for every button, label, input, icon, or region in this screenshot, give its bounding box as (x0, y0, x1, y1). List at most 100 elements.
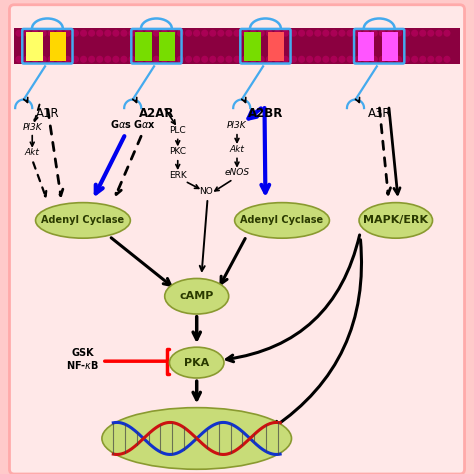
Circle shape (315, 56, 320, 62)
Bar (244, 32, 261, 61)
Circle shape (40, 56, 46, 62)
Circle shape (56, 30, 62, 36)
Circle shape (129, 30, 135, 36)
Circle shape (81, 30, 86, 36)
Circle shape (420, 30, 426, 36)
Text: cAMP: cAMP (180, 291, 214, 301)
Circle shape (250, 56, 256, 62)
Bar (268, 32, 284, 61)
Text: Akt: Akt (229, 145, 245, 154)
Circle shape (113, 30, 118, 36)
Circle shape (226, 30, 232, 36)
Text: Adenyl Cyclase: Adenyl Cyclase (41, 215, 125, 226)
Circle shape (258, 56, 264, 62)
Circle shape (186, 56, 191, 62)
Circle shape (162, 56, 167, 62)
Circle shape (32, 56, 38, 62)
Circle shape (444, 30, 450, 36)
Circle shape (242, 30, 248, 36)
Text: PKA: PKA (184, 357, 210, 368)
Text: A2BR: A2BR (248, 107, 283, 120)
Circle shape (283, 30, 288, 36)
Circle shape (428, 56, 434, 62)
Circle shape (121, 56, 127, 62)
Circle shape (186, 30, 191, 36)
Circle shape (194, 30, 200, 36)
Circle shape (154, 56, 159, 62)
Text: A1R: A1R (36, 107, 59, 120)
Circle shape (202, 30, 208, 36)
Circle shape (210, 56, 216, 62)
Circle shape (323, 30, 328, 36)
Circle shape (56, 56, 62, 62)
Circle shape (323, 56, 328, 62)
Text: GSK: GSK (72, 347, 94, 357)
Circle shape (428, 30, 434, 36)
Circle shape (40, 30, 46, 36)
Circle shape (436, 30, 442, 36)
Circle shape (48, 56, 54, 62)
Circle shape (412, 56, 418, 62)
Circle shape (218, 30, 224, 36)
Circle shape (73, 30, 78, 36)
Text: Adenyl Cyclase: Adenyl Cyclase (240, 215, 324, 226)
Text: ERK: ERK (169, 171, 187, 180)
Circle shape (388, 56, 393, 62)
Ellipse shape (36, 203, 130, 238)
Circle shape (274, 30, 280, 36)
Circle shape (210, 30, 216, 36)
Circle shape (73, 56, 78, 62)
Bar (358, 32, 374, 61)
Circle shape (81, 56, 86, 62)
Circle shape (24, 30, 30, 36)
Text: eNOS: eNOS (224, 168, 250, 177)
Circle shape (48, 30, 54, 36)
Circle shape (234, 30, 240, 36)
Circle shape (170, 56, 175, 62)
Circle shape (380, 56, 385, 62)
Circle shape (226, 56, 232, 62)
Circle shape (420, 56, 426, 62)
Text: MAPK/ERK: MAPK/ERK (363, 215, 428, 226)
Circle shape (250, 30, 256, 36)
Bar (135, 32, 152, 61)
Bar (159, 32, 175, 61)
Circle shape (412, 30, 418, 36)
Circle shape (388, 30, 393, 36)
Circle shape (170, 30, 175, 36)
Circle shape (315, 30, 320, 36)
Circle shape (97, 56, 102, 62)
Circle shape (89, 56, 94, 62)
Circle shape (137, 56, 143, 62)
Ellipse shape (235, 203, 329, 238)
Circle shape (307, 56, 312, 62)
Circle shape (372, 56, 377, 62)
Circle shape (113, 56, 118, 62)
Circle shape (24, 56, 30, 62)
Bar (26, 32, 43, 61)
Circle shape (16, 56, 22, 62)
Circle shape (364, 30, 369, 36)
Circle shape (356, 56, 361, 62)
Circle shape (274, 56, 280, 62)
Circle shape (404, 56, 410, 62)
Circle shape (291, 56, 296, 62)
Circle shape (178, 56, 183, 62)
Circle shape (347, 30, 353, 36)
Ellipse shape (169, 347, 224, 378)
Circle shape (283, 56, 288, 62)
Ellipse shape (102, 408, 292, 469)
Circle shape (121, 30, 127, 36)
Circle shape (137, 30, 143, 36)
Circle shape (307, 30, 312, 36)
Circle shape (146, 30, 151, 36)
Circle shape (162, 30, 167, 36)
Text: G$\alpha$s: G$\alpha$s (110, 118, 132, 130)
Circle shape (339, 30, 345, 36)
Circle shape (258, 30, 264, 36)
Text: A3R: A3R (367, 107, 391, 120)
Circle shape (16, 30, 22, 36)
Circle shape (396, 56, 401, 62)
Text: PI3K: PI3K (22, 123, 42, 132)
Circle shape (97, 30, 102, 36)
